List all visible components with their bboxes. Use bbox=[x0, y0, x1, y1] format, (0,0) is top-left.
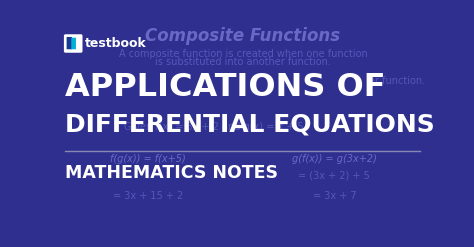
Text: = (3x + 2) + 5: = (3x + 2) + 5 bbox=[299, 170, 370, 181]
Text: MATHEMATICS NOTES: MATHEMATICS NOTES bbox=[65, 165, 278, 182]
Text: Given f(x) = 3x + 2 and g(x) = x + 5: Given f(x) = 3x + 2 and g(x) = x + 5 bbox=[125, 122, 304, 132]
Text: = 3x + 15 + 2: = 3x + 15 + 2 bbox=[113, 191, 183, 201]
Text: APPLICATIONS OF: APPLICATIONS OF bbox=[65, 72, 386, 103]
FancyBboxPatch shape bbox=[67, 37, 72, 49]
FancyBboxPatch shape bbox=[64, 34, 82, 53]
Text: g(f(x)) = g(3x+2): g(f(x)) = g(3x+2) bbox=[292, 154, 377, 165]
Text: Composite Functions: Composite Functions bbox=[146, 27, 340, 44]
Text: = 3x + 7: = 3x + 7 bbox=[312, 191, 356, 201]
Text: DIFFERENTIAL EQUATIONS: DIFFERENTIAL EQUATIONS bbox=[65, 113, 435, 137]
Text: er function.: er function. bbox=[369, 76, 425, 86]
Text: f(g(x)) = f(x+5): f(g(x)) = f(x+5) bbox=[110, 154, 186, 165]
Text: A composite function is created when one function: A composite function is created when one… bbox=[118, 49, 367, 59]
FancyBboxPatch shape bbox=[71, 38, 76, 49]
Text: testbook: testbook bbox=[85, 37, 146, 50]
Text: is substituted into another function.: is substituted into another function. bbox=[155, 57, 331, 67]
